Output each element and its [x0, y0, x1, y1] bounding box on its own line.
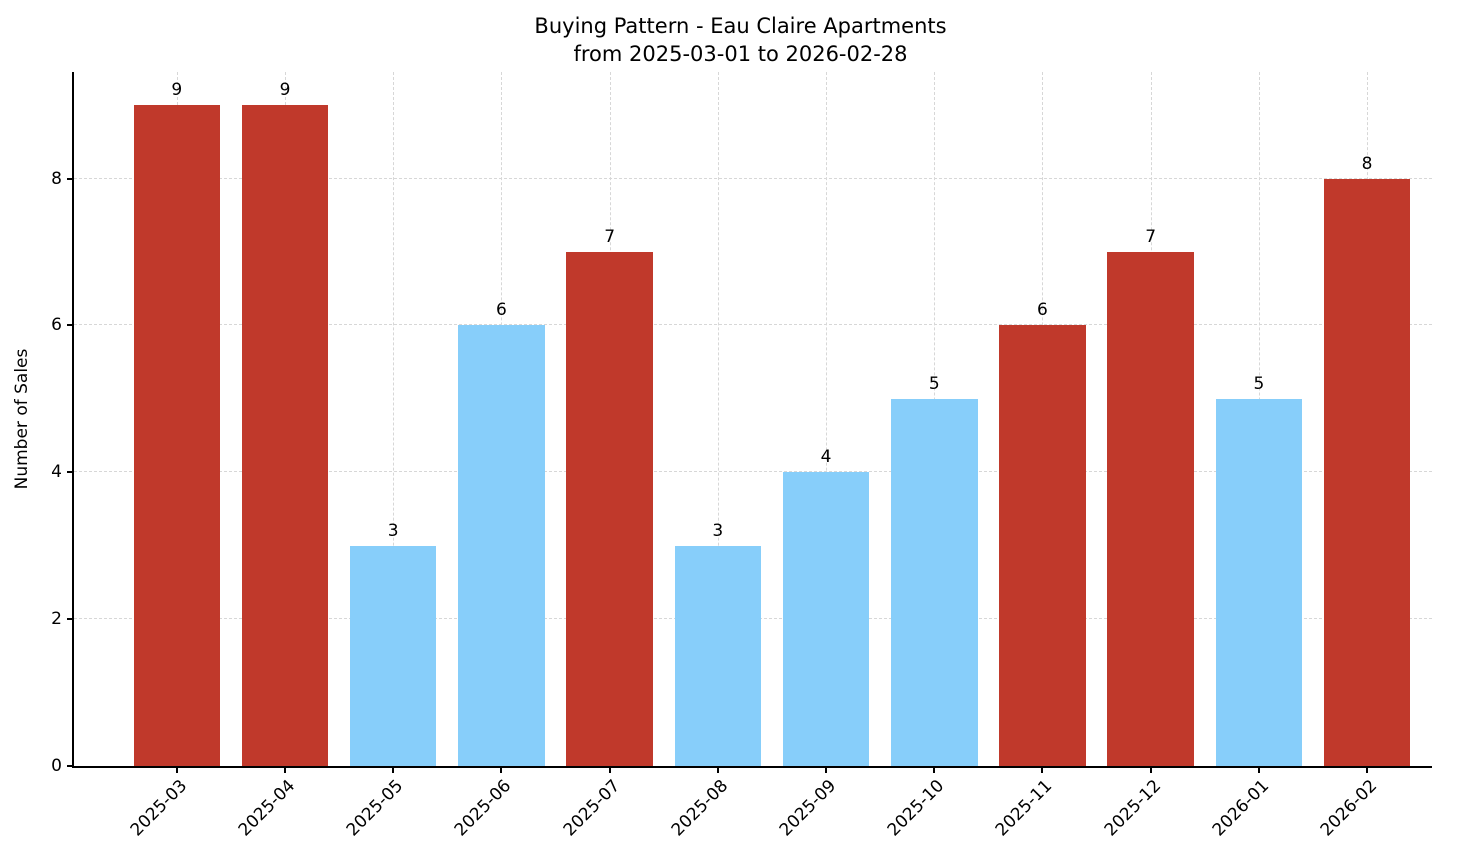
bar	[674, 545, 762, 766]
chart-title: Buying Pattern - Eau Claire Apartments	[534, 14, 947, 38]
x-tick-label: 2026-01	[1208, 776, 1274, 841]
bar-value-label: 3	[387, 520, 399, 541]
x-tick-mark	[1257, 766, 1260, 773]
y-tick-label: 4	[51, 462, 62, 483]
x-tick-label: 2025-04	[234, 776, 300, 841]
h-gridline	[74, 177, 1432, 179]
x-tick-mark	[825, 766, 828, 773]
bar	[1323, 178, 1411, 766]
v-gridline	[393, 72, 395, 766]
bar-value-label: 9	[171, 80, 183, 101]
v-gridline	[826, 72, 828, 766]
chart-title-block: Buying Pattern - Eau Claire Apartments f…	[0, 12, 1481, 68]
bar-value-label: 6	[495, 300, 507, 321]
x-tick-label: 2025-09	[775, 776, 841, 841]
bar	[458, 325, 545, 766]
bar	[566, 251, 653, 766]
x-tick-mark	[1041, 766, 1044, 773]
x-tick-label: 2025-10	[884, 776, 949, 841]
bar	[1215, 398, 1303, 766]
plot-area: 0 2 4 6 8 9 2025-03 9 2025-04 3 2025-05 6 2025-06 7 20…	[51, 72, 1432, 840]
x-tick-label: 2026-02	[1316, 776, 1382, 841]
y-axis-label: Number of Sales	[12, 348, 32, 490]
bar-value-label: 9	[279, 80, 291, 101]
chart-subtitle: from 2025-03-01 to 2026-02-28	[573, 42, 908, 66]
y-tick-label: 2	[51, 609, 62, 630]
x-tick-label: 2025-11	[992, 776, 1057, 841]
bar-value-label: 4	[820, 447, 832, 468]
y-tick-label: 6	[51, 315, 62, 336]
bar	[999, 325, 1086, 766]
x-tick-label: 2025-03	[126, 776, 191, 841]
bar	[782, 472, 870, 766]
v-gridline	[717, 72, 719, 766]
bar-value-label: 7	[604, 226, 616, 247]
y-tick-mark	[67, 618, 74, 621]
x-tick-mark	[933, 766, 936, 773]
h-gridline	[74, 324, 1432, 326]
x-tick-mark	[1366, 766, 1369, 773]
y-tick-label: 8	[51, 168, 62, 189]
x-tick-label: 2025-05	[342, 776, 408, 841]
x-tick-mark	[284, 766, 286, 773]
y-tick-mark	[67, 177, 74, 180]
x-tick-mark	[1149, 766, 1152, 773]
y-tick-label: 0	[51, 756, 62, 776]
bar	[241, 105, 329, 766]
x-tick-mark	[392, 766, 395, 773]
x-tick-label: 2025-06	[451, 776, 516, 841]
y-tick-mark	[67, 324, 74, 327]
bar-value-label: 6	[1037, 300, 1048, 321]
bar-value-label: 7	[1145, 226, 1157, 247]
bar	[349, 545, 437, 766]
bar-value-label: 8	[1361, 153, 1373, 174]
bar	[1107, 251, 1194, 766]
bar	[133, 105, 221, 766]
x-tick-label: 2025-08	[667, 776, 732, 841]
bar-value-label: 5	[1253, 373, 1265, 394]
bar	[890, 398, 978, 766]
bar-value-label: 3	[712, 520, 724, 541]
x-tick-mark	[716, 766, 719, 773]
y-tick-mark	[67, 471, 74, 474]
x-tick-label: 2025-12	[1100, 776, 1165, 841]
h-gridline	[74, 471, 1432, 473]
x-tick-mark	[500, 766, 503, 773]
x-tick-mark	[175, 766, 178, 773]
x-tick-mark	[608, 766, 611, 773]
x-tick-label: 2025-07	[559, 776, 624, 841]
y-tick-mark	[67, 765, 74, 767]
bar-value-label: 5	[928, 373, 940, 394]
